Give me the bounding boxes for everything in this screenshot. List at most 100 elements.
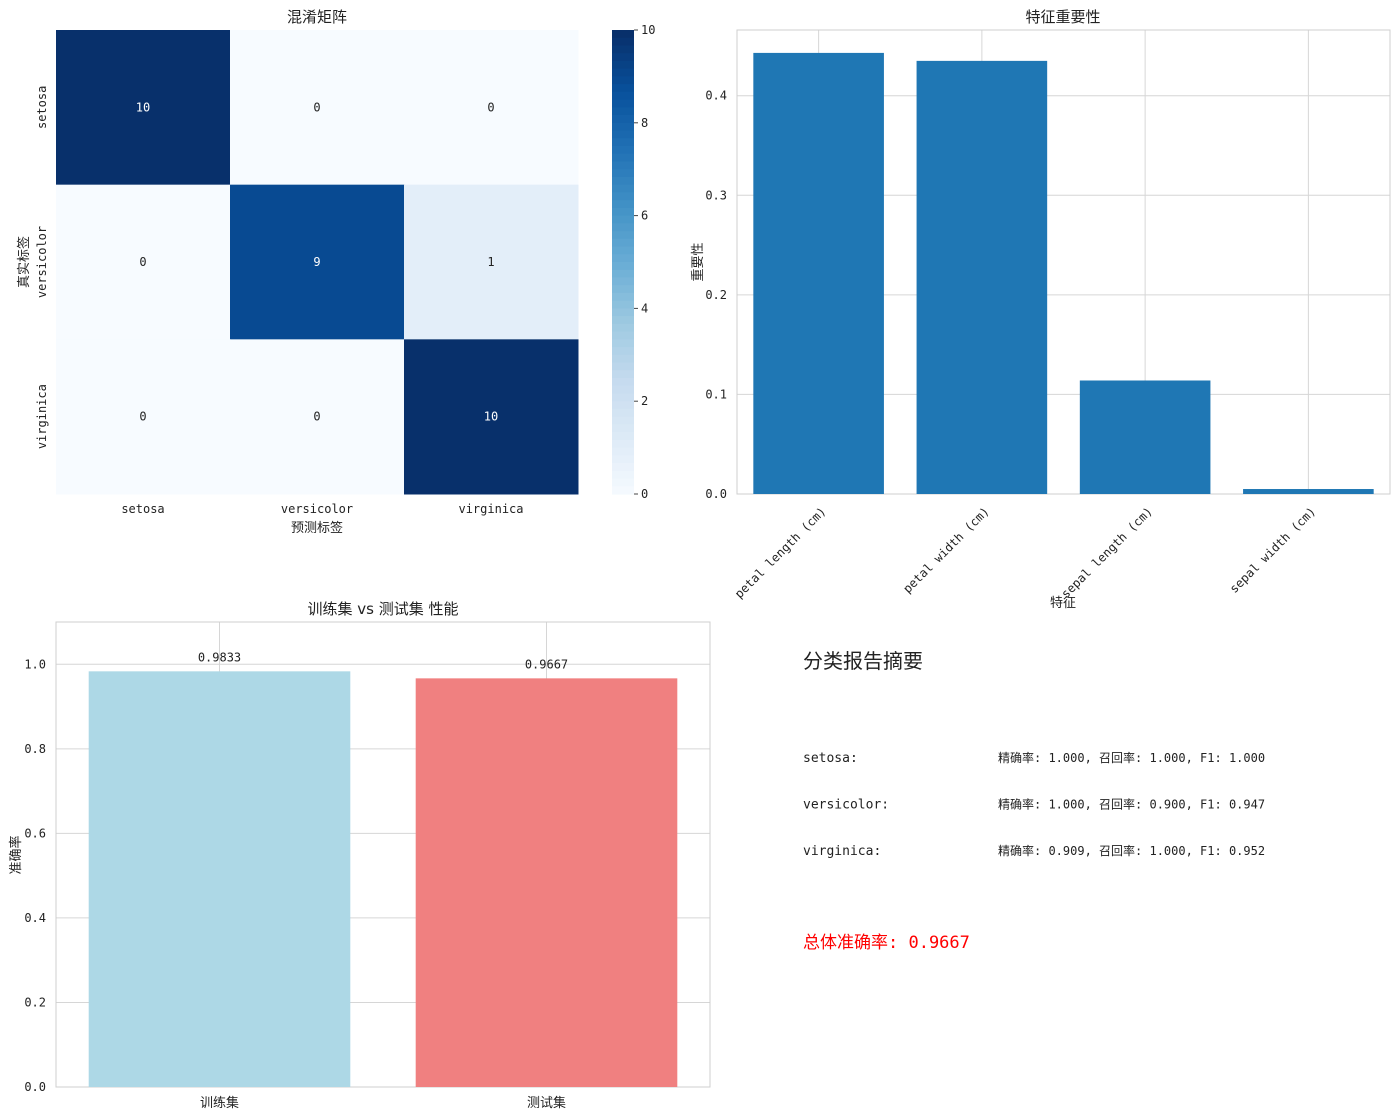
colorbar-segment (612, 408, 634, 418)
x-tick-label: sepal length (cm) (1058, 504, 1155, 601)
colorbar-segment (612, 176, 634, 186)
cell-value: 10 (484, 410, 498, 424)
x-tick-label: petal width (cm) (900, 504, 992, 596)
colorbar-segment (612, 122, 634, 132)
bar (916, 60, 1048, 495)
x-axis-label: 预测标签 (291, 520, 343, 536)
colorbar-segment (612, 347, 634, 356)
heatmap-cell (56, 339, 231, 495)
colorbar-segment (612, 416, 634, 425)
heatmap-cell (230, 184, 405, 340)
colorbar-segment (612, 246, 634, 255)
colorbar-segment (612, 200, 634, 209)
colorbar-segment (612, 30, 634, 39)
x-tick-label: versicolor (281, 502, 353, 516)
x-tick-label: sepal width (cm) (1227, 504, 1319, 596)
colorbar-segment (612, 370, 634, 379)
colorbar-tick-label: 2 (641, 394, 648, 408)
y-tick-label: 0.1 (705, 387, 727, 401)
heatmap-cell (404, 184, 579, 340)
y-tick-label: 0.2 (705, 288, 727, 302)
colorbar-segment (612, 470, 634, 480)
heatmap-cell (404, 339, 579, 495)
heatmap-cell (56, 30, 231, 186)
colorbar-segment (612, 401, 634, 410)
x-tick-label: 测试集 (527, 1095, 566, 1111)
y-tick-label: setosa (35, 86, 49, 129)
colorbar-segment (612, 238, 634, 248)
colorbar-segment (612, 76, 634, 85)
cell-value: 1 (487, 255, 494, 269)
y-tick-label: 0.0 (705, 487, 727, 501)
colorbar-segment (612, 424, 634, 433)
overall-accuracy: 总体准确率: 0.9667 (803, 933, 970, 953)
report-class-label: virginica: (803, 844, 881, 859)
colorbar-segment (612, 37, 634, 47)
colorbar-segment (612, 439, 634, 449)
bar (1243, 489, 1374, 494)
cell-value: 0 (313, 100, 320, 114)
colorbar-segment (612, 463, 634, 472)
y-tick-label: 0.3 (705, 188, 727, 202)
colorbar-segment (612, 231, 634, 240)
bar (753, 52, 884, 495)
colorbar-tick-label: 0 (641, 487, 648, 501)
bar (88, 671, 351, 1087)
y-tick-label: 0.8 (24, 742, 46, 756)
feature-importance-chart: 特征重要性 特征 重要性 0.0 0.1 0.2 0.3 0.4 petal length… (690, 8, 1391, 611)
colorbar-segment (612, 169, 634, 178)
colorbar-segment (612, 455, 634, 464)
x-tick-label: setosa (121, 502, 164, 516)
colorbar-segment (612, 393, 634, 402)
colorbar-segment (612, 254, 634, 263)
accuracy-comparison-chart: 训练集 vs 测试集 性能 准确率 0.0 0.2 0.4 0.6 0.8 1.0 训练集 0… (8, 600, 711, 1111)
y-tick-label: 0.4 (24, 911, 46, 925)
heatmap-cell (230, 30, 405, 186)
colorbar-segment (612, 223, 634, 232)
data-label: 0.9833 (198, 650, 241, 664)
colorbar-segment (612, 53, 634, 62)
y-tick-label: 0.6 (24, 826, 46, 840)
colorbar-segment (612, 339, 634, 348)
colorbar-segment (612, 277, 634, 286)
colorbar-segment (612, 269, 634, 279)
colorbar-segment (612, 207, 634, 217)
cell-value: 10 (136, 100, 150, 114)
colorbar-segment (612, 192, 634, 201)
colorbar-segment (612, 68, 634, 77)
y-tick-label: virginica (35, 384, 49, 449)
cell-value: 0 (487, 100, 494, 114)
classification-report: 分类报告摘要 setosa: 精确率: 1.000, 召回率: 1.000, F1… (803, 649, 1265, 953)
chart-title: 混淆矩阵 (287, 8, 347, 26)
colorbar-segment (612, 153, 634, 163)
report-class-metrics: 精确率: 1.000, 召回率: 0.900, F1: 0.947 (998, 797, 1265, 812)
y-tick-label: 0.2 (24, 995, 46, 1009)
colorbar-segment (612, 99, 634, 108)
colorbar-segment (612, 285, 634, 294)
report-class-label: setosa: (803, 751, 858, 766)
colorbar-segment (612, 385, 634, 395)
cell-value: 0 (313, 410, 320, 424)
colorbar-segment (612, 115, 634, 124)
colorbar-segment (612, 300, 634, 309)
colorbar-segment (612, 262, 634, 271)
heatmap-cell (56, 184, 231, 340)
y-tick-label: 0.4 (705, 89, 727, 103)
y-axis-label: 准确率 (8, 835, 24, 874)
colorbar-segment (612, 354, 634, 364)
colorbar-segment (612, 91, 634, 101)
colorbar-segment (612, 316, 634, 325)
colorbar-segment (612, 184, 634, 193)
bar (1079, 380, 1211, 494)
heatmap-cell (404, 30, 579, 186)
plot-frame (55, 621, 711, 1088)
colorbar-tick-label: 6 (641, 209, 648, 223)
x-axis-label: 特征 (1050, 596, 1076, 611)
colorbar-segment (612, 486, 634, 495)
colorbar-segment (612, 292, 634, 302)
colorbar-segment (612, 378, 634, 387)
plot-frame (736, 29, 1391, 495)
colorbar-segment (612, 331, 634, 340)
report-class-label: versicolor: (803, 798, 889, 813)
